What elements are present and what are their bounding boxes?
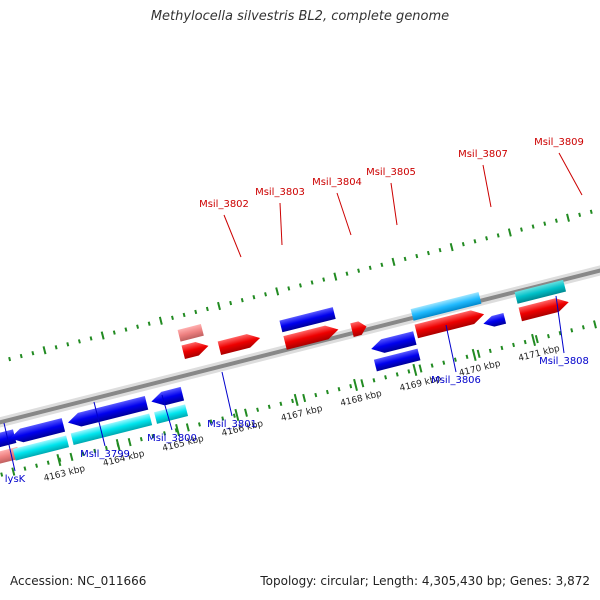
tick-label: 4168 kbp — [339, 389, 383, 409]
gene-label-msil-3803[interactable]: Msil_3803 — [255, 187, 305, 198]
gene-leader-line — [161, 394, 173, 431]
backbone-shadow — [0, 191, 600, 472]
tick-label: 4163 kbp — [43, 464, 87, 484]
gene-arrow-msil-3807[interactable] — [414, 307, 486, 339]
cds-box-msil-3800[interactable] — [70, 413, 153, 445]
tick-label: 4167 kbp — [280, 404, 324, 424]
gene-arrow-msil-3805[interactable] — [350, 320, 368, 337]
cds-box-msil-3804[interactable] — [279, 307, 336, 333]
gene-arrow-msil-3801[interactable] — [150, 386, 185, 408]
gene-leader-line — [223, 214, 242, 258]
gene-leader-line — [221, 371, 233, 417]
major-tick — [234, 408, 240, 422]
ruler-top — [8, 209, 593, 362]
major-tick — [115, 438, 121, 452]
gene-leader-line — [93, 401, 106, 447]
gene-leader-line — [390, 182, 398, 226]
gene-arrow-msil-3806[interactable] — [369, 331, 417, 356]
major-tick — [353, 378, 358, 392]
gene-label-msil-3808[interactable]: Msil_3808 — [539, 356, 589, 367]
major-tick — [412, 363, 418, 377]
cds-box-msil-3801[interactable] — [154, 404, 189, 424]
major-tick — [531, 333, 536, 346]
gene-arrow-msil-3804[interactable] — [283, 323, 340, 350]
gene-leader-line — [482, 164, 492, 208]
cds-box-msil-3799[interactable] — [12, 435, 70, 461]
gene-arrow-msil-3803[interactable] — [217, 331, 262, 356]
cds-box-msil-3807[interactable] — [410, 291, 482, 321]
gene-arrow-msil-3800[interactable] — [66, 396, 149, 429]
gene-leader-line — [279, 202, 283, 246]
accession-text: Accession: NC_011666 — [10, 574, 147, 588]
genome-backbone — [0, 194, 600, 469]
gene-label-msil-3800[interactable]: Msil_3800 — [147, 433, 197, 444]
cds-box-msil-3806[interactable] — [373, 348, 421, 372]
major-tick — [56, 453, 62, 467]
gene-label-msil-3806[interactable]: Msil_3806 — [431, 375, 481, 386]
gene-leader-line — [336, 192, 352, 236]
topology-text: Topology: circular; Length: 4,305,430 bp… — [260, 574, 590, 588]
major-tick — [471, 348, 477, 362]
gene-leader-line — [445, 324, 457, 373]
gene-label-msil-3804[interactable]: Msil_3804 — [312, 177, 362, 188]
gene-arrow-msil-3802[interactable] — [181, 339, 211, 360]
gene-label-msil-3799[interactable]: Msil_3799 — [80, 449, 130, 460]
map-title: Methylocella silvestris BL2, complete ge… — [150, 9, 450, 24]
gene-arrow-msil-3809[interactable] — [518, 295, 571, 322]
gene-label-msil-3802[interactable]: Msil_3802 — [199, 199, 249, 210]
gene-leader-line — [555, 295, 565, 354]
gene-leader-line — [3, 422, 16, 472]
major-tick — [175, 423, 180, 437]
cds-box-msil-3802[interactable] — [177, 324, 204, 342]
gene-label-msil-3801[interactable]: Msil_3801 — [207, 419, 257, 430]
gene-arrow-msil-3808[interactable] — [482, 313, 507, 329]
cds-box-msil-3809[interactable] — [514, 279, 567, 304]
gene-label-msil-3807[interactable]: Msil_3807 — [458, 149, 508, 160]
major-tick — [293, 393, 299, 407]
gene-arrow-msil-3799[interactable] — [8, 418, 66, 445]
gene-label-lysk[interactable]: lysK — [5, 474, 26, 485]
gene-label-msil-3805[interactable]: Msil_3805 — [366, 167, 416, 178]
gene-leader-line — [558, 152, 583, 196]
gene-label-msil-3809[interactable]: Msil_3809 — [534, 137, 584, 148]
